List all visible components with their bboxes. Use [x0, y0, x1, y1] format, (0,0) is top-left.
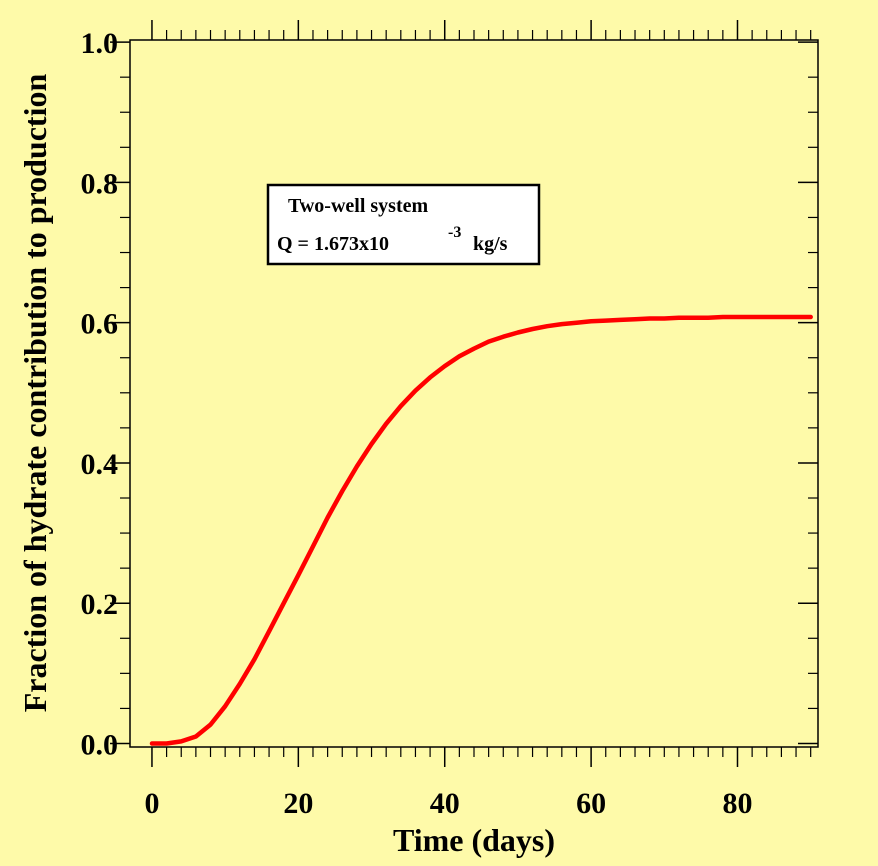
y-tick-labels: 0.0 0.2 0.4 0.6 0.8 1.0	[81, 27, 119, 761]
x-tick-label: 20	[283, 787, 313, 820]
legend-line-1: Two-well system	[288, 195, 428, 217]
series-line	[149, 314, 813, 746]
y-tick-label: 0.0	[81, 728, 119, 761]
y-tick-label: 0.4	[81, 448, 119, 481]
major-ticks	[110, 20, 818, 767]
minor-ticks	[120, 30, 818, 757]
legend-line-2-exponent: -3	[448, 224, 461, 241]
legend: Two-well system Q = 1.673x10 -3 kg/s	[266, 183, 541, 266]
x-axis-label: Time (days)	[393, 822, 555, 858]
x-tick-label: 0	[144, 787, 159, 820]
legend-box	[266, 183, 541, 266]
x-tick-label: 60	[576, 787, 606, 820]
y-tick-label: 0.8	[81, 167, 119, 200]
x-tick-label: 40	[430, 787, 460, 820]
y-axis-label: Fraction of hydrate contribution to prod…	[17, 74, 53, 713]
series-group	[149, 314, 813, 746]
y-tick-label: 0.2	[81, 588, 119, 621]
y-tick-label: 1.0	[81, 27, 119, 60]
legend-line-2-suffix: kg/s	[473, 233, 508, 255]
x-tick-labels: 0 20 40 60 80	[144, 787, 752, 820]
x-tick-label: 80	[722, 787, 752, 820]
y-tick-label: 0.6	[81, 308, 119, 341]
legend-line-2-prefix: Q = 1.673x10	[277, 233, 389, 255]
